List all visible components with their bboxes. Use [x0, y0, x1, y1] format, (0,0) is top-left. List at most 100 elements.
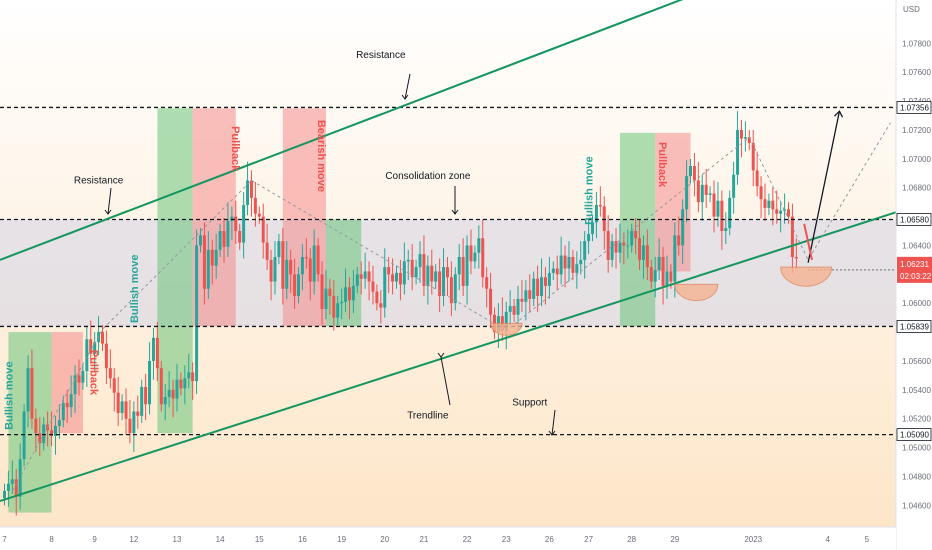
candle-up: [594, 205, 598, 223]
level-price-label: 1.05090: [900, 431, 929, 440]
candle-up: [685, 176, 689, 210]
price-tick: 1.05000: [902, 444, 931, 453]
candle-up: [277, 241, 281, 258]
candle-up: [226, 220, 230, 247]
candle-down: [281, 241, 285, 289]
time-tick: 26: [545, 535, 554, 544]
candle-up: [312, 245, 316, 282]
candle-up: [743, 137, 747, 139]
candle-down: [747, 137, 751, 143]
candle-down: [316, 245, 320, 275]
candle-down: [257, 213, 261, 217]
candle-down: [144, 386, 148, 405]
candle-up: [26, 368, 30, 412]
candle-up: [700, 184, 704, 203]
resistance-pointer-head: [104, 209, 112, 215]
candle-up: [618, 242, 622, 253]
time-tick: 20: [380, 535, 389, 544]
candle-down: [614, 241, 618, 253]
candle-up: [708, 193, 712, 195]
candle-down: [677, 235, 681, 246]
candle-down: [775, 209, 779, 214]
candle-up: [724, 228, 728, 232]
candle-down: [155, 337, 159, 369]
candle-down: [410, 259, 414, 278]
candle-down: [751, 142, 755, 171]
candle-down: [634, 231, 638, 239]
candle-up: [218, 231, 222, 250]
candle-up: [383, 267, 387, 308]
candle-up: [300, 257, 304, 275]
time-tick: 21: [419, 535, 428, 544]
candle-down: [755, 170, 759, 187]
candle-up: [442, 267, 446, 296]
bullish-move-box: [157, 108, 193, 434]
annotation-label: Resistance: [356, 50, 406, 61]
annotation-label: Resistance: [74, 175, 124, 186]
candle-up: [575, 264, 579, 273]
price-tick: 1.07600: [902, 68, 931, 77]
current-price-tag: [897, 256, 932, 283]
candle-down: [269, 259, 273, 282]
rounded-bottom-arc: [674, 283, 719, 302]
candle-up: [22, 411, 26, 460]
candle-down: [210, 249, 214, 266]
candle-up: [641, 245, 645, 260]
time-tick: 19: [337, 535, 346, 544]
candle-down: [136, 411, 140, 416]
bullish-move-label: Bullish move: [129, 255, 141, 323]
candle-up: [363, 271, 367, 279]
candle-up: [630, 231, 634, 246]
candle-down: [50, 430, 54, 437]
candle-up: [657, 257, 661, 270]
candle-up: [273, 257, 277, 282]
time-tick: 2023: [744, 535, 762, 544]
candle-up: [183, 378, 187, 389]
candle-up: [473, 252, 477, 262]
level-price-label: 1.05839: [900, 322, 929, 331]
rounded-bottom-arc: [490, 322, 523, 336]
time-tick: 22: [463, 535, 472, 544]
lower-trendline: [0, 211, 897, 502]
candle-down: [202, 235, 206, 289]
candle-down: [669, 271, 673, 282]
price-tick: 1.07800: [902, 39, 931, 48]
candle-layer: [3, 111, 798, 516]
candle-up: [355, 274, 359, 286]
candle-up: [579, 259, 583, 265]
candle-down: [598, 205, 602, 207]
candle-down: [101, 332, 104, 344]
candle-down: [398, 272, 402, 285]
candle-up: [336, 303, 340, 318]
candle-down: [65, 402, 69, 408]
candle-down: [375, 291, 379, 304]
candle-up: [163, 397, 167, 405]
candle-down: [34, 418, 38, 434]
candle-down: [77, 375, 81, 383]
candle-down: [606, 231, 610, 260]
candle-up: [242, 205, 246, 243]
candle-up: [69, 394, 73, 408]
candle-down: [308, 258, 312, 282]
candle-up: [532, 278, 536, 299]
candle-down: [371, 281, 375, 292]
time-tick: 16: [298, 535, 307, 544]
candle-down: [536, 278, 540, 296]
candle-down: [790, 216, 794, 258]
candle-up: [167, 389, 171, 398]
price-tick: 1.06800: [902, 184, 931, 193]
candle-up: [73, 375, 77, 395]
candle-up: [477, 238, 481, 253]
candle-up: [93, 342, 97, 354]
level-price-label: 1.07356: [900, 103, 929, 112]
candle-up: [732, 174, 736, 198]
candle-up: [285, 259, 289, 289]
candle-up: [187, 372, 191, 379]
candle-up: [214, 249, 218, 266]
resistance-pointer: [107, 187, 112, 215]
countdown-label: 02:03:22: [900, 272, 932, 281]
candle-down: [469, 245, 473, 262]
candle-up: [567, 257, 571, 269]
price-tick: 1.05400: [902, 386, 931, 395]
